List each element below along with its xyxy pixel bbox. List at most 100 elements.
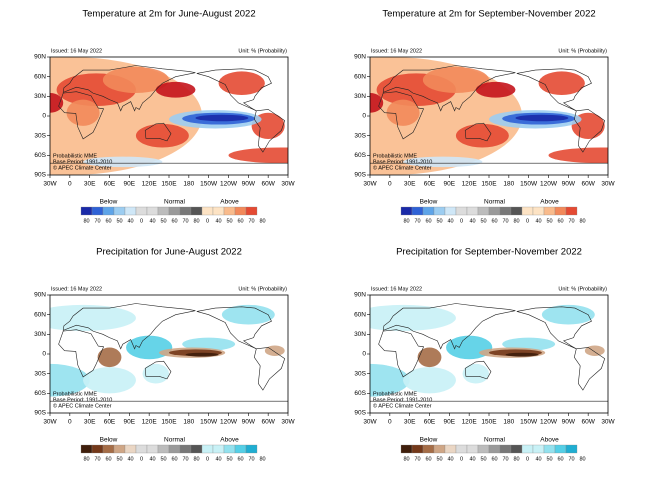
anomaly-patch [185, 352, 219, 357]
legend-swatch [124, 206, 137, 216]
lon-label: 180 [183, 419, 194, 426]
legend-label: 0 [206, 456, 209, 462]
map-panel: Precipitation for September-November 202… [354, 247, 615, 463]
legend-swatch [477, 206, 490, 216]
map-panel: Temperature at 2m for June-August 2022 Is… [34, 9, 295, 225]
legend-label: 50 [480, 456, 486, 462]
coastline [573, 347, 606, 391]
legend-swatch [245, 444, 258, 454]
legend-swatch [400, 206, 413, 216]
legend-swatch [543, 444, 556, 454]
legend-label: 40 [447, 218, 453, 224]
legend-swatch [80, 206, 93, 216]
legend-label: 0 [140, 456, 143, 462]
coastline [62, 303, 196, 350]
map-note: © APEC Climate Center [373, 402, 432, 409]
anomaly-patch [455, 123, 509, 148]
lon-label: 150E [161, 419, 177, 426]
lon-label: 0 [388, 419, 392, 426]
lat-label: 60N [354, 311, 366, 318]
legend-swatch [168, 206, 181, 216]
legend-category: Below [100, 437, 118, 444]
legend-label: 40 [535, 456, 541, 462]
legend-category: Normal [164, 199, 186, 206]
lon-label: 120W [220, 419, 238, 426]
unit: Unit: % (Probability) [238, 286, 287, 292]
lat-label: 90N [34, 54, 46, 61]
lon-label: 90E [444, 181, 456, 188]
map-note: © APEC Climate Center [53, 164, 112, 171]
lon-label: 180 [183, 181, 194, 188]
legend-swatch [543, 206, 556, 216]
lon-label: 30W [43, 181, 57, 188]
coastline [378, 91, 425, 140]
legend-label: 50 [116, 218, 122, 224]
legend-swatch [135, 444, 148, 454]
legend-swatch [102, 444, 115, 454]
legend-label: 60 [171, 456, 177, 462]
lon-label: 60W [261, 181, 275, 188]
legend-label: 50 [226, 456, 232, 462]
anomaly-patch [475, 81, 516, 98]
legend-label: 60 [557, 218, 563, 224]
legend-swatch [433, 206, 446, 216]
anomaly-patch [403, 367, 456, 394]
anomaly-patch [218, 71, 265, 96]
anomaly-patch [541, 304, 595, 325]
legend-swatch [466, 206, 479, 216]
lon-label: 120E [462, 419, 478, 426]
legend-swatch [411, 444, 424, 454]
legend-label: 70 [182, 218, 188, 224]
legend-label: 50 [480, 218, 486, 224]
issued-date: Issued: 16 May 2022 [371, 48, 422, 54]
lat-label: 90N [354, 292, 366, 299]
anomaly-patch [264, 345, 285, 356]
map-field [370, 57, 608, 175]
legend-label: 40 [149, 456, 155, 462]
lat-label: 0 [362, 113, 366, 120]
lon-label: 60W [261, 419, 275, 426]
legend-swatch [234, 444, 247, 454]
legend-label: 70 [502, 456, 508, 462]
legend-swatch [234, 206, 247, 216]
lon-label: 180 [503, 181, 514, 188]
coastline [144, 122, 172, 142]
lon-label: 90W [562, 419, 576, 426]
legend-swatch [201, 444, 214, 454]
lon-label: 0 [388, 181, 392, 188]
lat-label: 30N [354, 331, 366, 338]
legend-swatch [245, 206, 258, 216]
coastline [464, 360, 492, 380]
legend-label: 70 [414, 456, 420, 462]
coastline [144, 360, 172, 380]
legend-label: 0 [206, 218, 209, 224]
lon-label: 120W [540, 419, 558, 426]
lon-label: 30W [363, 181, 377, 188]
unit: Unit: % (Probability) [558, 48, 607, 54]
coastline [464, 122, 492, 142]
legend-label: 40 [535, 218, 541, 224]
map-note: Probabilistic MME [53, 391, 97, 397]
lat-label: 60N [354, 73, 366, 80]
legend-swatch [477, 444, 490, 454]
lon-label: 90W [242, 181, 256, 188]
lon-label: 90W [242, 419, 256, 426]
legend-swatch [146, 444, 159, 454]
lon-label: 90E [124, 181, 136, 188]
legend-swatch [521, 206, 534, 216]
coastline [382, 303, 516, 350]
lon-label: 60E [104, 419, 116, 426]
legend-swatch [201, 206, 214, 216]
lon-label: 150E [481, 419, 497, 426]
legend-swatch [411, 206, 424, 216]
lon-label: 150W [520, 419, 538, 426]
map-note: Probabilistic MME [373, 153, 417, 159]
lon-label: 30W [43, 419, 57, 426]
legend-label: 80 [259, 218, 265, 224]
anomaly-patch [505, 352, 539, 357]
legend-label: 50 [436, 456, 442, 462]
legend-label: 50 [116, 456, 122, 462]
coastline [58, 329, 105, 378]
legend-label: 80 [83, 456, 89, 462]
